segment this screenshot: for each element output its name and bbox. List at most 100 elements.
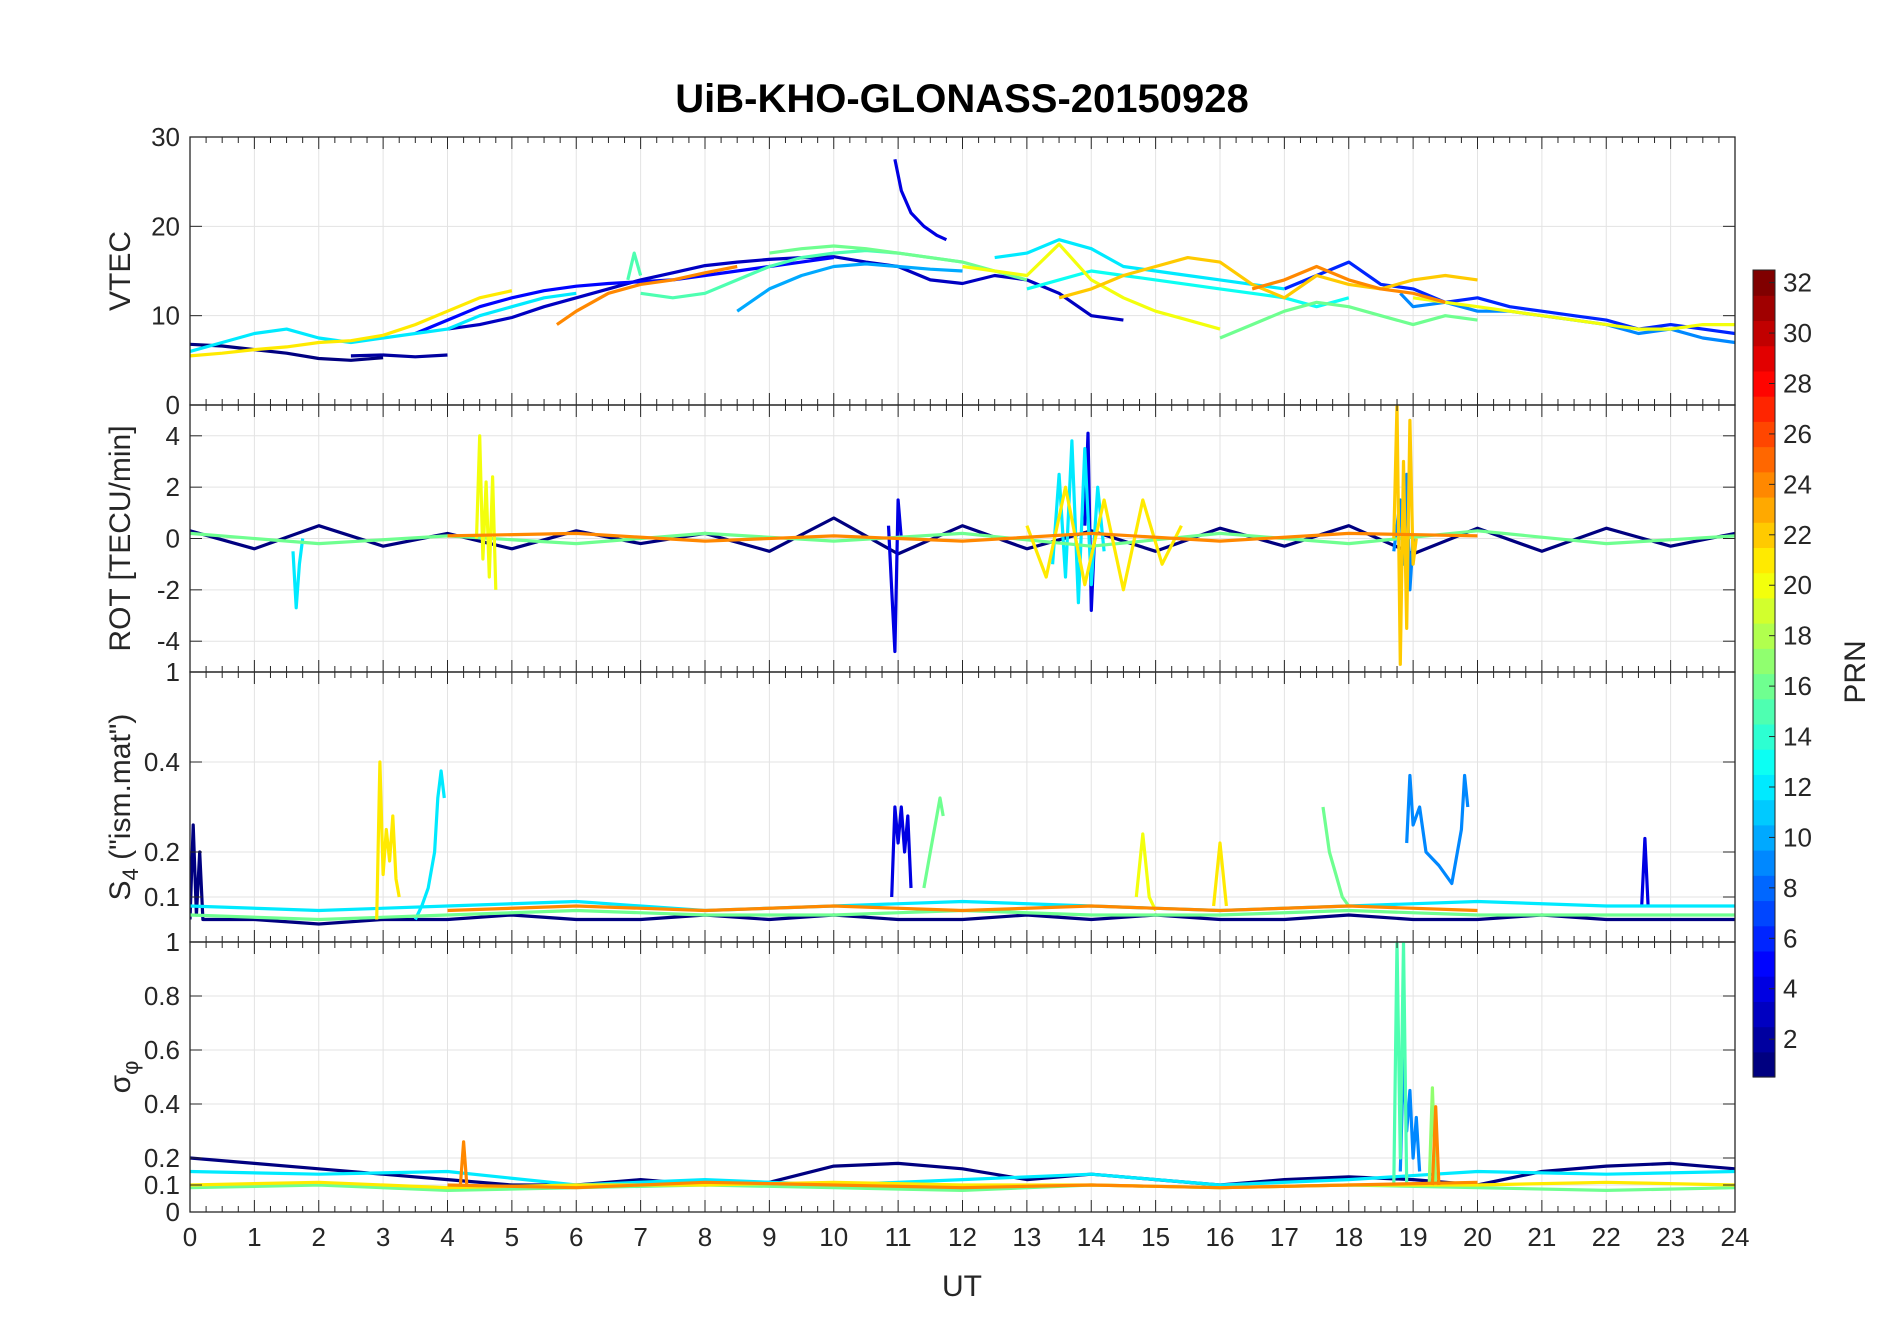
x-tick-label: 16 [1206,1222,1235,1252]
y-tick-label: 2 [166,472,180,502]
x-tick-label: 11 [885,1222,912,1252]
y-tick-label: 10 [151,301,180,331]
x-tick-label: 17 [1270,1222,1299,1252]
colorbar-segment [1753,799,1775,826]
series-line-prn-3 [447,255,1124,331]
series-line-prn-20 [1412,296,1735,331]
colorbar-label: PRN [1839,640,1872,703]
series-line-prn-20 [1134,832,1158,912]
series-line-prn-12 [190,291,577,353]
colorbar-segment [1753,1026,1775,1053]
series-line-prn-24 [447,1180,1478,1190]
colorbar-tick-label: 26 [1783,419,1812,449]
series-line-prn-21 [375,760,401,920]
colorbar-segment [1753,270,1775,296]
x-tick-label: 23 [1656,1222,1685,1252]
y-tick-label: 4 [166,421,180,451]
y-tick-label: 0.1 [144,882,180,912]
y-tick-label: 0.6 [144,1035,180,1065]
colorbar-segment [1753,875,1775,902]
panel-sigma-phi: 00.10.20.40.60.810 1 2 3 4 5 6 7 8 9 10 11 12 13 14 15 1… [104,927,1749,1252]
colorbar-tick-label: 10 [1783,822,1812,852]
series-line-prn-22 [1058,256,1478,300]
panel-vtec: 0 10 20 30 VTEC [104,122,1736,420]
colorbar-segment [1753,547,1775,574]
colorbar-segment [1753,850,1775,876]
colorbar-tick-label: 6 [1783,923,1797,953]
series-line-prn-4 [1640,836,1650,907]
series-group [190,942,1735,1193]
panel-rot: -4 -2 0 2 4 ROT [TECU/min] [104,404,1736,673]
y-tick-label: 30 [151,122,180,152]
x-tick-label: 0 [183,1222,197,1252]
x-tick-label: 5 [505,1222,519,1252]
colorbar-segment [1753,824,1775,851]
y-tick-label: 0 [166,390,180,420]
label-base: S [104,880,137,900]
series-line-prn-15 [1392,942,1409,1186]
series-line-prn-21 [1025,485,1183,592]
y-tick-label: 0.2 [144,837,180,867]
series-line-prn-20 [474,434,498,590]
label-base: σ [104,1074,137,1093]
colorbar-tick-label: 12 [1783,772,1812,802]
colorbar-tick-label: 8 [1783,873,1797,903]
series-line-prn-1 [190,516,1735,556]
series-line-prn-24 [1430,1105,1441,1186]
y-tick-label: 0.2 [144,1143,180,1173]
colorbar-tick-label: 22 [1783,520,1812,550]
x-tick-label: 18 [1334,1222,1363,1252]
colorbar-segment [1753,446,1775,473]
colorbar-tick-label: 30 [1783,318,1812,348]
colorbar-segment [1753,295,1775,322]
y-tick-label: -2 [157,575,180,605]
colorbar-segment [1753,320,1775,347]
series-line-prn-24 [1251,264,1446,304]
y-tick-label: 0 [166,524,180,554]
colorbar-tick-label: 28 [1783,368,1812,398]
y-tick-label: 20 [151,211,180,241]
series-line-prn-24 [447,904,1478,913]
series-line-prn-20 [962,242,1221,331]
y-axis-label: S4 ("ism.mat") [104,714,143,901]
series-line-prn-2 [350,353,448,359]
colorbar-segment [1753,572,1775,599]
colorbar-segment [1753,900,1775,927]
colorbar-segment [1753,396,1775,422]
series-line-prn-12 [190,1169,1735,1187]
series-line-prn-1 [190,342,384,362]
tick-marks [189,941,1736,1213]
series-line-prn-21 [190,289,513,358]
colorbar-segment [1753,1001,1775,1028]
series-line-prn-12 [291,538,305,610]
label-rest: ("ism.mat") [104,714,137,869]
y-tick-label: 0.4 [144,1089,180,1119]
series-line-prn-21 [190,1180,1735,1190]
series-line-prn-6 [1283,260,1735,336]
series-group [190,760,1735,926]
colorbar-segment [1753,950,1775,977]
colorbar-segment [1753,496,1775,523]
series-line-prn-4 [890,805,913,898]
series-line-prn-12 [190,899,1735,913]
tick-marks [189,405,1736,672]
figure-title: UiB-KHO-GLONASS-20150928 [675,77,1249,121]
colorbar-border [1752,269,1776,1078]
series-line-prn-15 [626,251,643,281]
colorbar-segment [1753,723,1775,750]
series-line-prn-16 [1321,806,1351,907]
x-tick-label: 19 [1399,1222,1428,1252]
x-tick-label: 9 [762,1222,776,1252]
colorbar-segment [1753,421,1775,448]
x-tick-label: 1 [247,1222,261,1252]
x-tick-label: 12 [948,1222,977,1252]
colorbar-segment [1753,774,1775,801]
colorbar-tick-label: 32 [1783,268,1812,298]
tick-marks [189,672,1736,942]
colorbar-segment [1753,345,1775,372]
series-line-prn-9 [1405,773,1470,886]
series-line-prn-5 [414,256,835,335]
